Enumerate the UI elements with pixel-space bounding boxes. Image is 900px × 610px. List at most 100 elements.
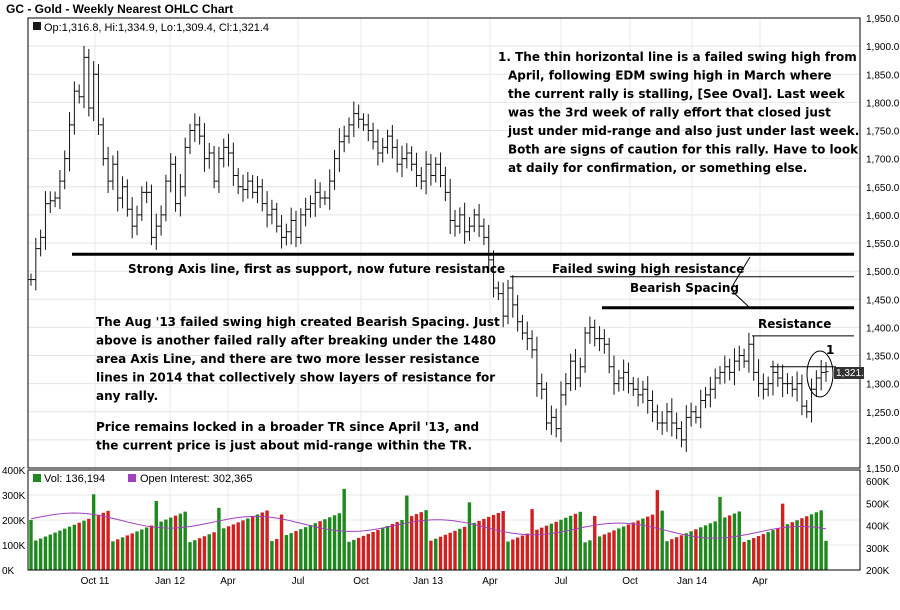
volume-bar — [617, 528, 621, 570]
volume-bar — [530, 509, 534, 570]
volume-bar — [689, 531, 693, 570]
note3-line: Price remains locked in a broader TR sin… — [96, 420, 479, 434]
ohlc-bar — [163, 174, 169, 222]
resistance-lines — [72, 252, 854, 398]
ohlc-bar — [674, 412, 680, 440]
volume-bar — [246, 518, 250, 570]
volume-bar — [72, 524, 77, 570]
volume-bar — [371, 531, 375, 570]
volume-bar — [120, 537, 125, 570]
ohlc-bar — [269, 199, 275, 225]
ohlc-bar — [423, 151, 429, 195]
ohlc-bar — [197, 116, 203, 145]
volume-bar — [487, 516, 491, 570]
y-tick-label: 1,850.0 — [866, 70, 900, 81]
ohlc-bar — [211, 145, 217, 189]
volume-bar — [800, 518, 804, 570]
volume-bar — [506, 541, 510, 570]
volume-bar — [409, 516, 414, 570]
volume-bar — [795, 520, 799, 570]
note1-line: at daily for confirmation, or something … — [508, 161, 807, 175]
ohlc-bar — [192, 113, 198, 142]
ohlc-bar — [380, 137, 386, 163]
volume-bar — [275, 539, 279, 570]
ohlc-bar — [751, 335, 757, 381]
ohlc-bar — [524, 321, 530, 351]
ohlc-bar — [606, 337, 612, 374]
ohlc-bar — [279, 214, 285, 249]
volume-bar — [164, 519, 168, 570]
ohlc-bar — [823, 362, 829, 382]
ohlc-bar — [52, 191, 58, 208]
y-tick-label: 1,750.0 — [866, 127, 900, 138]
x-tick-label: Oct 11 — [81, 576, 110, 587]
volume-bar — [135, 531, 139, 570]
volume-bar — [626, 524, 631, 570]
volume-bar — [116, 539, 120, 570]
ohlc-bar — [669, 398, 675, 437]
volume-bar — [737, 511, 741, 570]
volume-bar — [540, 527, 544, 570]
volume-bar — [140, 529, 144, 570]
last-price-label: 1,321.4 — [836, 368, 870, 379]
ohlc-bar — [356, 104, 362, 129]
volume-bar — [255, 514, 260, 570]
ohlc-bar — [298, 208, 304, 245]
bearish-spacing-label: Bearish Spacing — [630, 281, 739, 295]
volume-bar — [462, 526, 467, 570]
ohlc-bar — [466, 217, 472, 241]
x-tick-label: Apr — [482, 576, 498, 587]
ohlc-bar — [187, 123, 193, 155]
volume-bar — [496, 512, 501, 570]
volume-bar — [809, 514, 814, 570]
y-tick-label: 1,150.0 — [866, 464, 900, 475]
ohlc-bar — [47, 191, 53, 214]
volume-bar — [130, 533, 134, 570]
ohlc-bar — [259, 178, 265, 212]
x-tick-label: Apr — [220, 576, 236, 587]
ohlc-bar — [794, 371, 800, 402]
x-tick-label: Jul — [292, 576, 305, 587]
ohlc-bar — [813, 370, 819, 398]
volume-bar — [458, 528, 462, 570]
volume-bar — [491, 514, 496, 570]
price-bars — [28, 45, 829, 453]
ohlc-bar — [139, 186, 145, 221]
note1-line: Both are signs of caution for this rally… — [508, 143, 859, 157]
ohlc-bar — [722, 355, 728, 384]
ohlc-bar — [457, 207, 463, 234]
ohlc-bar — [375, 129, 381, 166]
ohlc-bar — [587, 316, 593, 344]
volume-bar — [670, 539, 674, 570]
ohlc-bar — [442, 166, 448, 202]
ohlc-bar — [235, 168, 241, 195]
ohlc-bar — [597, 326, 603, 352]
ohlc-bar — [515, 295, 521, 332]
ohlc-bar — [221, 138, 227, 168]
ohlc-bar — [452, 210, 458, 237]
volume-bar — [805, 516, 809, 570]
volume-bar — [747, 540, 751, 570]
volume-bar — [400, 520, 404, 570]
volume-bar — [646, 516, 650, 570]
ohlc-bar — [563, 373, 569, 406]
ohlc-bar — [654, 404, 660, 431]
ohlc-bar — [28, 273, 34, 286]
x-tick-label: Jul — [555, 576, 568, 587]
ohlc-bar — [703, 387, 709, 409]
volume-bar — [226, 526, 231, 570]
ohlc-bar — [630, 376, 636, 396]
ohlc-bar — [332, 149, 338, 190]
y-tick-label: 1,800.0 — [866, 98, 900, 109]
volume-bar — [48, 534, 52, 570]
ohlc-bar — [385, 129, 391, 154]
ohlc-bar — [495, 281, 501, 301]
volume-bar — [756, 536, 761, 570]
ohlc-bar — [134, 205, 140, 236]
ohlc-bar — [558, 381, 564, 443]
volume-bar — [250, 516, 255, 570]
volume-bar — [674, 537, 679, 570]
volume-bar — [703, 525, 708, 570]
volume-bar — [501, 510, 505, 570]
volume-bar — [289, 533, 293, 570]
